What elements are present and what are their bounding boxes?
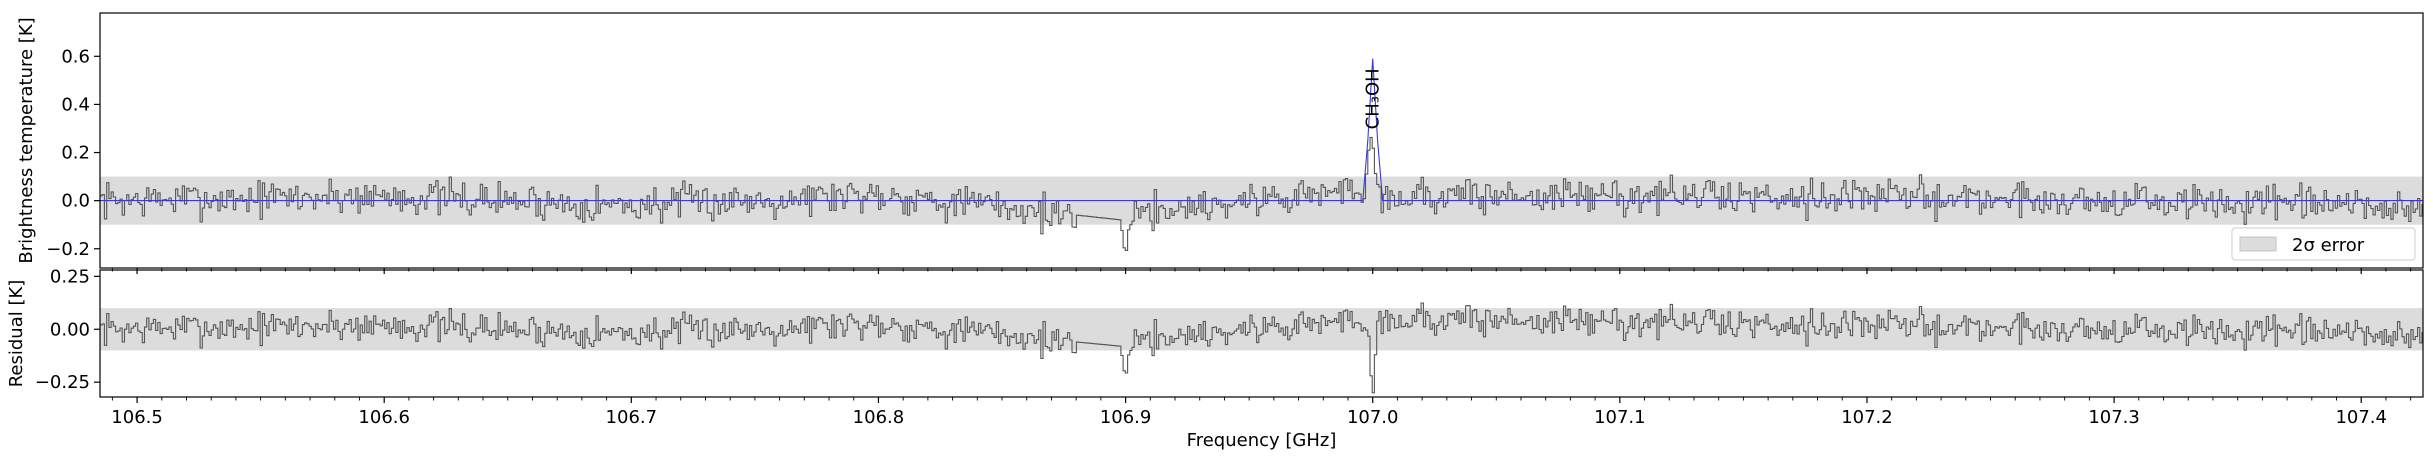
top-y-tick-label: 0.2 bbox=[61, 143, 90, 164]
top-y-tick-label: 0.0 bbox=[61, 191, 90, 212]
top-observed-spectrum bbox=[100, 136, 2423, 251]
x-tick-label: 106.6 bbox=[358, 407, 410, 428]
residual-spectrum-line bbox=[100, 302, 2423, 394]
top-y-tick-label: 0.4 bbox=[61, 94, 90, 115]
top-y-ticks: −0.2 0.0 0.2 0.4 0.6 bbox=[46, 46, 100, 260]
top-model-spectrum bbox=[100, 58, 2423, 202]
top-y-tick-label: −0.2 bbox=[46, 239, 90, 260]
x-axis-label: Frequency [GHz] bbox=[1187, 430, 1337, 451]
x-tick-label: 107.0 bbox=[1347, 407, 1399, 428]
bottom-residual-spectrum bbox=[100, 302, 2423, 394]
observed-spectrum-line bbox=[100, 136, 2423, 251]
ch3oh-annotation: CH₃OH bbox=[1363, 68, 1384, 129]
legend-swatch bbox=[2239, 236, 2277, 252]
bottom-y-tick-label: 0.00 bbox=[50, 319, 90, 340]
x-tick-label: 107.4 bbox=[2335, 407, 2387, 428]
bottom-y-axis-label: Residual [K] bbox=[6, 280, 27, 388]
legend: 2σ error bbox=[2231, 227, 2416, 261]
x-tick-label: 107.3 bbox=[2088, 407, 2140, 428]
bottom-y-tick-label: 0.25 bbox=[50, 266, 90, 287]
legend-entry-2sigma: 2σ error bbox=[2292, 235, 2365, 256]
legend-box bbox=[2231, 227, 2416, 261]
x-tick-label: 106.9 bbox=[1100, 407, 1152, 428]
bottom-y-tick-label: −0.25 bbox=[35, 372, 90, 393]
x-tick-label: 106.8 bbox=[853, 407, 905, 428]
top-y-axis-label: Brightness temperature [K] bbox=[16, 17, 37, 263]
bottom-y-ticks: −0.25 0.00 0.25 bbox=[35, 266, 100, 393]
model-spectrum-line bbox=[100, 58, 2423, 202]
bottom-x-ticks: 106.5 106.6 106.7 106.8 106.9 107.0 107.1 107.2… bbox=[111, 397, 2412, 428]
top-axes-frame bbox=[99, 12, 2424, 269]
top-y-tick-label: 0.6 bbox=[61, 46, 90, 67]
x-tick-label: 106.5 bbox=[111, 407, 163, 428]
bottom-axes-frame bbox=[99, 269, 2424, 398]
x-tick-label: 107.1 bbox=[1594, 407, 1646, 428]
x-tick-label: 107.2 bbox=[1841, 407, 1893, 428]
top-x-ticks bbox=[111, 268, 2412, 274]
x-tick-label: 106.7 bbox=[606, 407, 658, 428]
